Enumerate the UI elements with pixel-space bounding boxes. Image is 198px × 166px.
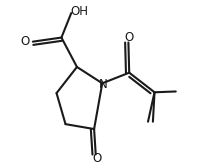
Text: O: O [20,35,30,48]
Text: O: O [124,31,133,44]
Text: O: O [92,152,101,165]
Text: N: N [99,78,108,91]
Text: OH: OH [70,5,88,18]
